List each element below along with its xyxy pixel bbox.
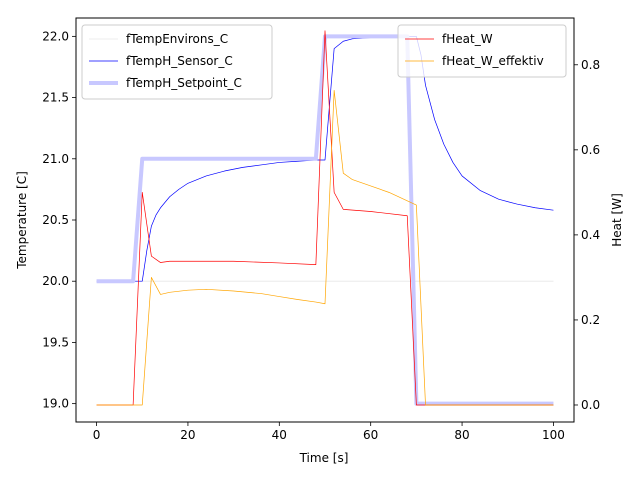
series-line-fheat-w — [96, 30, 554, 406]
series-line-ftemph-sensor-c — [96, 36, 554, 282]
series-line-fheat-w-effektiv — [96, 89, 554, 406]
ticks-layer: 0 20 40 60 80 100 19.0 19.5 20.0 20.5 21.0 21.5 22.0… — [42, 29, 600, 442]
y-axis-label-right: Heat [W] — [610, 193, 624, 247]
legend-label-ftempenvirons-c: fTempEnvirons_C — [126, 32, 228, 46]
legend-label-fheat-w-effektiv: fHeat_W_effektiv — [442, 54, 544, 68]
series-line-ftemph-setpoint-c — [96, 34, 554, 406]
x-tick-label: 0 — [93, 428, 101, 442]
x-tick-label: 100 — [542, 428, 565, 442]
x-tick-label: 60 — [363, 428, 378, 442]
y-right-tick-label: 0.8 — [581, 58, 600, 72]
x-axis-label: Time [s] — [299, 451, 349, 465]
y-left-tick-label: 22.0 — [42, 29, 69, 43]
x-tick-label: 80 — [454, 428, 469, 442]
x-tick-label: 40 — [272, 428, 287, 442]
y-left-tick-label: 20.0 — [42, 274, 69, 288]
series-layer — [96, 30, 554, 406]
legend-label-ftemph-setpoint-c: fTempH_Setpoint_C — [126, 76, 242, 90]
y-right-tick-label: 0.4 — [581, 228, 600, 242]
x-tick-label: 20 — [180, 428, 195, 442]
legend-label-fheat-w: fHeat_W — [442, 32, 493, 46]
legend-left: fTempEnvirons_C fTempH_Sensor_C fTempH_Set… — [81, 24, 273, 100]
legend-label-ftemph-sensor-c: fTempH_Sensor_C — [126, 54, 233, 68]
y-right-tick-label: 0.0 — [581, 398, 600, 412]
legend-right-box — [397, 24, 567, 78]
y-right-tick-label: 0.6 — [581, 143, 600, 157]
y-left-tick-label: 21.5 — [42, 91, 69, 105]
y-left-tick-label: 21.0 — [42, 152, 69, 166]
y-left-tick-label: 20.5 — [42, 213, 69, 227]
legend-right: fHeat_W fHeat_W_effektiv — [397, 24, 567, 78]
y-right-tick-label: 0.2 — [581, 313, 600, 327]
legend-left-box — [81, 24, 273, 100]
y-left-tick-label: 19.0 — [42, 397, 69, 411]
y-left-tick-label: 19.5 — [42, 335, 69, 349]
y-axis-label-left: Temperature [C] — [15, 171, 29, 270]
